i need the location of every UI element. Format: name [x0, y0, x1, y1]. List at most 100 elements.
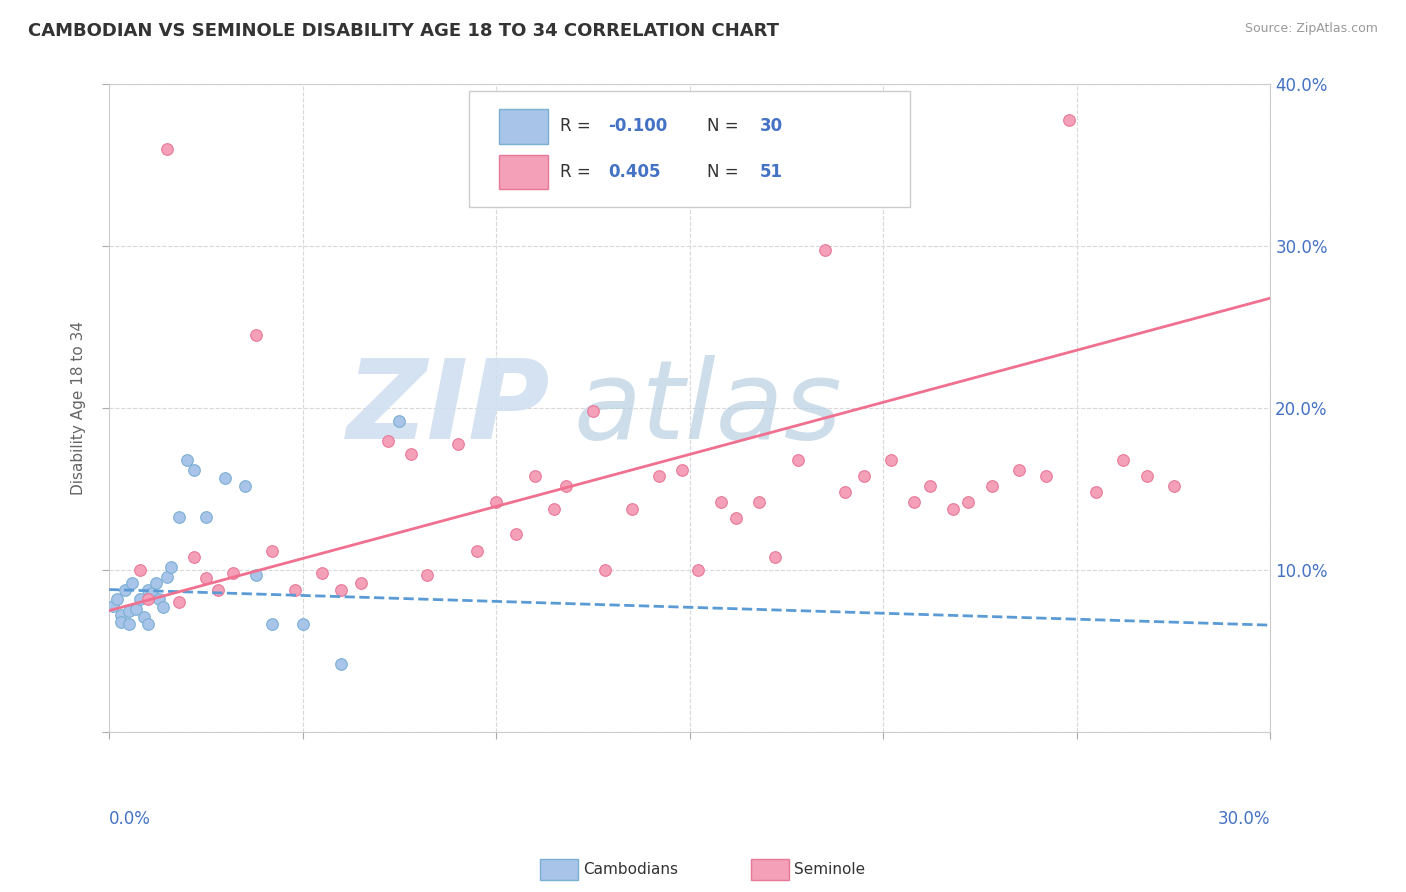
Point: [485, 495, 508, 509]
Point: [160, 559, 183, 574]
Text: Source: ZipAtlas.com: Source: ZipAtlas.com: [1244, 22, 1378, 36]
Point: [710, 495, 733, 509]
Point: [101, 599, 124, 613]
Point: [222, 566, 245, 581]
Point: [388, 414, 411, 428]
Point: [132, 610, 155, 624]
Point: [377, 434, 399, 448]
Point: [260, 616, 283, 631]
Point: [129, 592, 152, 607]
Point: [233, 479, 256, 493]
Point: [1085, 485, 1108, 500]
Text: R =: R =: [560, 163, 596, 181]
Point: [725, 511, 748, 525]
Text: N =: N =: [707, 118, 744, 136]
Point: [399, 446, 422, 460]
Point: [214, 471, 236, 485]
Point: [117, 616, 139, 631]
Text: CAMBODIAN VS SEMINOLE DISABILITY AGE 18 TO 34 CORRELATION CHART: CAMBODIAN VS SEMINOLE DISABILITY AGE 18 …: [28, 22, 779, 40]
Point: [918, 479, 941, 493]
Point: [523, 469, 546, 483]
Point: [152, 600, 174, 615]
Point: [1163, 479, 1185, 493]
Point: [136, 582, 159, 597]
Point: [148, 592, 170, 607]
Point: [330, 582, 353, 597]
Text: Seminole: Seminole: [794, 863, 866, 877]
Point: [125, 602, 148, 616]
Point: [245, 328, 267, 343]
Point: [957, 495, 980, 509]
Point: [117, 603, 139, 617]
Point: [903, 495, 925, 509]
Point: [350, 576, 373, 591]
Point: [543, 501, 565, 516]
Point: [156, 142, 179, 156]
Point: [671, 463, 693, 477]
Text: atlas: atlas: [574, 355, 842, 462]
Point: [593, 563, 616, 577]
Text: N =: N =: [707, 163, 744, 181]
Text: 30.0%: 30.0%: [1218, 810, 1271, 828]
Point: [446, 437, 468, 451]
Point: [505, 527, 527, 541]
Point: [415, 568, 437, 582]
Point: [330, 657, 353, 671]
Text: -0.100: -0.100: [609, 118, 668, 136]
Point: [110, 615, 132, 629]
Point: [1008, 463, 1031, 477]
Text: ZIP: ZIP: [347, 355, 550, 462]
Text: 30: 30: [759, 118, 783, 136]
Point: [1035, 469, 1057, 483]
Point: [880, 453, 903, 467]
FancyBboxPatch shape: [470, 91, 911, 208]
Point: [194, 509, 217, 524]
Point: [942, 501, 965, 516]
Point: [194, 571, 217, 585]
Point: [167, 509, 190, 524]
Point: [748, 495, 770, 509]
Point: [620, 501, 643, 516]
Point: [105, 592, 128, 607]
Point: [114, 582, 136, 597]
Point: [763, 550, 786, 565]
Point: [852, 469, 875, 483]
Text: 0.405: 0.405: [609, 163, 661, 181]
Point: [183, 550, 205, 565]
Point: [787, 453, 810, 467]
Point: [311, 566, 333, 581]
Point: [207, 582, 229, 597]
Text: R =: R =: [560, 118, 596, 136]
Point: [291, 616, 314, 631]
Point: [183, 463, 205, 477]
Point: [582, 404, 605, 418]
Point: [129, 563, 152, 577]
Point: [245, 568, 267, 582]
FancyBboxPatch shape: [499, 154, 548, 189]
Point: [136, 616, 159, 631]
Point: [814, 243, 837, 257]
Text: 0.0%: 0.0%: [110, 810, 150, 828]
FancyBboxPatch shape: [499, 109, 548, 144]
Point: [260, 543, 283, 558]
Point: [648, 469, 671, 483]
Text: 51: 51: [759, 163, 782, 181]
Point: [121, 576, 143, 591]
Point: [145, 576, 167, 591]
Point: [554, 479, 576, 493]
Point: [1112, 453, 1135, 467]
Point: [136, 592, 159, 607]
Point: [110, 608, 132, 623]
Point: [141, 586, 163, 600]
Point: [1057, 113, 1080, 128]
Point: [465, 543, 488, 558]
Point: [156, 569, 179, 583]
Point: [980, 479, 1002, 493]
Y-axis label: Disability Age 18 to 34: Disability Age 18 to 34: [72, 321, 86, 495]
Point: [167, 595, 190, 609]
Point: [1135, 469, 1157, 483]
Point: [176, 453, 198, 467]
Point: [834, 485, 856, 500]
Point: [686, 563, 709, 577]
Text: Cambodians: Cambodians: [583, 863, 679, 877]
